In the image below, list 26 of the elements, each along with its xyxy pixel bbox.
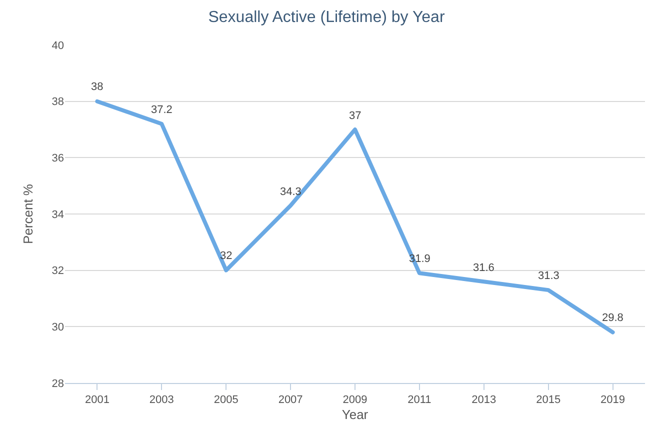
- data-label: 37.2: [151, 104, 172, 116]
- x-tick-label: 2015: [536, 394, 561, 406]
- y-axis-title: Percent %: [20, 184, 36, 244]
- data-label: 37: [349, 110, 362, 122]
- chart-title: Sexually Active (Lifetime) by Year: [208, 8, 446, 26]
- y-tick-label: 32: [52, 265, 64, 278]
- y-tick-label: 40: [52, 40, 64, 52]
- x-tick-label: 2013: [472, 394, 496, 406]
- data-label: 38: [91, 81, 104, 93]
- x-tick-label: 2011: [408, 394, 432, 406]
- x-axis-title: Year: [342, 406, 369, 422]
- data-label: 34.3: [280, 186, 302, 198]
- y-tick-label: 36: [52, 152, 64, 165]
- data-label: 31.3: [538, 270, 560, 282]
- data-label: 31.6: [473, 262, 494, 274]
- x-tick-label: 2009: [342, 394, 368, 406]
- x-tick-label: 2019: [600, 394, 626, 406]
- x-tick-label: 2003: [149, 394, 174, 406]
- y-tick-label: 38: [52, 96, 64, 108]
- y-tick-label: 30: [52, 322, 64, 334]
- x-tick-label: 2007: [278, 394, 303, 406]
- y-tick-label: 28: [52, 378, 64, 390]
- data-label: 29.8: [602, 312, 624, 324]
- x-tick-label: 2005: [214, 394, 238, 406]
- y-tick-label: 34: [52, 208, 64, 221]
- x-tick-label: 2001: [84, 394, 110, 406]
